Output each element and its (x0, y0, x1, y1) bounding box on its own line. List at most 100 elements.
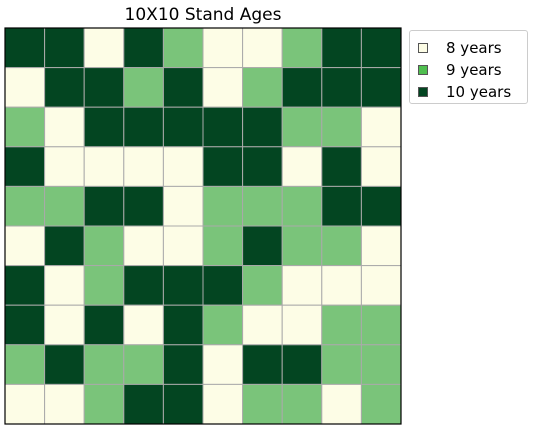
grid-cell-r8-c8 (321, 344, 362, 385)
grid-cell-r3-c4 (162, 146, 204, 187)
grid-cell-r7-c7 (281, 304, 323, 346)
grid-cell-r1-c2 (83, 67, 125, 108)
grid-cell-r5-c2 (83, 225, 125, 267)
grid-cell-r5-c0 (4, 225, 46, 267)
grid-cell-r6-c5 (202, 265, 244, 306)
legend-swatch-9 (418, 65, 428, 75)
legend-swatch-8 (418, 43, 428, 53)
grid-cell-r7-c8 (321, 304, 362, 346)
grid-cell-r4-c0 (4, 185, 46, 227)
legend-entry-9: 9 years (418, 61, 502, 79)
grid-cell-r7-c5 (202, 304, 244, 346)
grid-cell-r7-c3 (123, 304, 164, 346)
grid-cell-r6-c8 (321, 265, 362, 306)
legend-entry-8: 8 years (418, 39, 502, 57)
grid-cell-r6-c0 (4, 265, 46, 306)
legend-entry-10: 10 years (418, 83, 511, 101)
grid-frame (4, 27, 402, 425)
grid-cell-r8-c1 (44, 344, 85, 385)
grid-cell-r8-c7 (281, 344, 323, 385)
grid-cell-r2-c2 (83, 106, 125, 148)
grid-cell-r5-c4 (162, 225, 204, 267)
grid-cell-r0-c1 (44, 27, 85, 69)
grid-cell-r2-c5 (202, 106, 244, 148)
grid-cell-r0-c2 (83, 27, 125, 69)
grid-cell-r1-c7 (281, 67, 323, 108)
grid-cell-r8-c5 (202, 344, 244, 385)
grid-cell-r3-c2 (83, 146, 125, 187)
grid-cell-r4-c6 (242, 185, 283, 227)
grid-cell-r5-c5 (202, 225, 244, 267)
grid-cell-r2-c4 (162, 106, 204, 148)
grid-cell-r1-c0 (4, 67, 46, 108)
grid-cell-r4-c5 (202, 185, 244, 227)
grid-cell-r4-c7 (281, 185, 323, 227)
grid-cell-r8-c3 (123, 344, 164, 385)
grid-cell-r8-c4 (162, 344, 204, 385)
grid-cell-r3-c6 (242, 146, 283, 187)
grid-cell-r6-c4 (162, 265, 204, 306)
legend-label-10: 10 years (446, 83, 512, 101)
legend: 8 years 9 years 10 years (409, 30, 528, 104)
grid-cell-r5-c8 (321, 225, 362, 267)
grid-cell-r2-c7 (281, 106, 323, 148)
grid-cell-r5-c7 (281, 225, 323, 267)
grid-cell-r6-c2 (83, 265, 125, 306)
grid-cell-r8-c6 (242, 344, 283, 385)
grid-cell-r5-c6 (242, 225, 283, 267)
grid-cell-r9-c9 (360, 383, 402, 425)
legend-label-8: 8 years (446, 39, 502, 57)
grid-cell-r5-c3 (123, 225, 164, 267)
grid-cell-r9-c7 (281, 383, 323, 425)
grid-cell-r3-c8 (321, 146, 362, 187)
grid-cell-r1-c1 (44, 67, 85, 108)
grid-cell-r9-c8 (321, 383, 362, 425)
grid-cell-r0-c4 (162, 27, 204, 69)
grid-cell-r8-c2 (83, 344, 125, 385)
grid-cell-r3-c5 (202, 146, 244, 187)
grid-cell-r1-c6 (242, 67, 283, 108)
grid-cell-r9-c0 (4, 383, 46, 425)
grid-cell-r3-c3 (123, 146, 164, 187)
grid-cell-r7-c1 (44, 304, 85, 346)
grid-cell-r5-c1 (44, 225, 85, 267)
grid-cell-r1-c4 (162, 67, 204, 108)
grid-cell-r5-c9 (360, 225, 402, 267)
chart-title: 10X10 Stand Ages (124, 5, 282, 25)
grid-cell-r0-c5 (202, 27, 244, 69)
legend-label-9: 9 years (446, 61, 502, 79)
grid-cell-r0-c0 (4, 27, 46, 69)
grid-cell-r9-c6 (242, 383, 283, 425)
grid-cell-r9-c3 (123, 383, 164, 425)
grid-cell-r9-c5 (202, 383, 244, 425)
grid-cell-r7-c9 (360, 304, 402, 346)
grid-cell-r0-c3 (123, 27, 164, 69)
grid-cell-r7-c2 (83, 304, 125, 346)
grid-cell-r7-c4 (162, 304, 204, 346)
grid-cell-r0-c8 (321, 27, 362, 69)
grid-cell-r9-c4 (162, 383, 204, 425)
grid-cell-r4-c2 (83, 185, 125, 227)
grid-cell-r4-c1 (44, 185, 85, 227)
grid-cell-r9-c1 (44, 383, 85, 425)
grid-cell-r0-c6 (242, 27, 283, 69)
grid-cell-r2-c0 (4, 106, 46, 148)
grid-cell-r2-c1 (44, 106, 85, 148)
grid-cell-r2-c9 (360, 106, 402, 148)
grid-cell-r6-c9 (360, 265, 402, 306)
grid-cell-r9-c2 (83, 383, 125, 425)
grid-cell-r2-c6 (242, 106, 283, 148)
grid-cell-r1-c8 (321, 67, 362, 108)
grid-cell-r1-c9 (360, 67, 402, 108)
grid-cell-r4-c8 (321, 185, 362, 227)
grid-cell-r6-c3 (123, 265, 164, 306)
grid-cell-r8-c9 (360, 344, 402, 385)
grid-cell-r2-c3 (123, 106, 164, 148)
grid-cell-r3-c1 (44, 146, 85, 187)
grid-cell-r6-c6 (242, 265, 283, 306)
grid-cell-r3-c7 (281, 146, 323, 187)
grid-cell-r3-c9 (360, 146, 402, 187)
grid-cell-r0-c7 (281, 27, 323, 69)
grid-cell-r8-c0 (4, 344, 46, 385)
